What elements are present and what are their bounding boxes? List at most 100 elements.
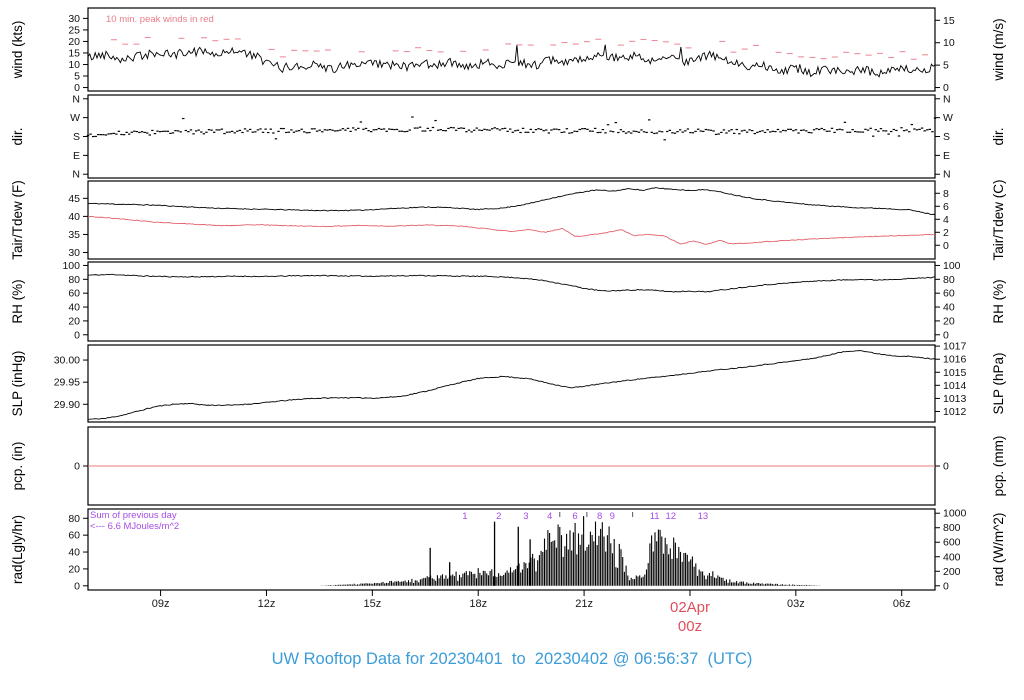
dir-point <box>810 132 813 134</box>
y-tick-label-left: 40 <box>68 211 80 223</box>
axis-label-slp-inhg: SLP (inHg) <box>10 351 25 417</box>
dir-point <box>833 131 836 134</box>
dir-point <box>344 129 347 131</box>
dir-point <box>709 129 713 131</box>
dir-point <box>756 131 759 134</box>
dir-point <box>532 131 535 133</box>
dir-point <box>542 130 545 132</box>
dir-point <box>140 131 144 133</box>
y-tick-label-right: 8 <box>943 188 949 200</box>
dir-point <box>877 130 880 132</box>
y-tick-label-right: 1016 <box>943 354 967 366</box>
dir-point <box>918 128 921 130</box>
dir-point <box>426 127 430 129</box>
dir-point <box>400 130 404 132</box>
dir-point <box>241 131 244 134</box>
dir-point <box>655 132 659 134</box>
dir-point <box>884 130 888 132</box>
dir-point <box>830 127 834 129</box>
dir-point <box>874 129 877 131</box>
dir-point <box>169 132 172 134</box>
dir-point <box>444 130 448 132</box>
dir-point <box>429 129 432 132</box>
dir-point <box>853 130 857 133</box>
dir-point <box>905 129 908 131</box>
dir-point <box>802 129 805 131</box>
dir-point <box>920 127 924 129</box>
y-tick-label-right: 200 <box>943 566 961 578</box>
dir-point <box>648 119 651 121</box>
dir-point <box>148 134 151 136</box>
dir-point <box>151 129 154 132</box>
dir-point <box>779 131 782 133</box>
y-tick-label-left: N <box>72 169 80 181</box>
axis-label-wind-kts: wind (kts) <box>10 21 25 80</box>
dir-point <box>99 134 103 136</box>
dir-point <box>254 131 257 133</box>
dir-point <box>321 131 324 133</box>
dir-point <box>318 129 321 131</box>
dir-point <box>815 128 818 130</box>
y-tick-label-right: 20 <box>943 315 955 327</box>
y-tick-label-right: S <box>943 131 950 143</box>
dir-point <box>872 135 875 137</box>
dir-point <box>696 128 700 130</box>
dir-point <box>797 132 800 134</box>
dir-point <box>225 131 229 133</box>
dir-point <box>681 131 684 133</box>
dir-point <box>462 127 466 129</box>
tair-trace-1 <box>87 215 936 245</box>
dir-point <box>431 126 435 129</box>
y-tick-label-right: 0 <box>943 329 949 341</box>
dir-point <box>279 127 283 130</box>
y-tick-label-right: 1017 <box>943 341 967 353</box>
dir-point <box>176 130 180 132</box>
dir-point <box>642 131 646 133</box>
dir-point <box>187 131 190 133</box>
dir-point <box>776 128 780 131</box>
y-tick-label-left: 20 <box>68 315 80 327</box>
dir-point <box>161 130 164 132</box>
dir-point <box>846 131 849 133</box>
dir-point <box>454 129 458 131</box>
dir-point <box>418 126 422 128</box>
dir-point <box>460 127 463 129</box>
dir-point <box>117 130 121 132</box>
dir-point <box>146 132 149 134</box>
dir-point <box>789 128 793 130</box>
dir-point <box>799 129 803 131</box>
dir-point <box>593 127 597 130</box>
dir-point <box>509 128 512 130</box>
dir-point <box>609 130 612 132</box>
dir-point <box>411 116 414 118</box>
dir-point <box>792 130 795 132</box>
dir-point <box>740 130 744 132</box>
dir-point <box>413 127 417 129</box>
dir-point <box>194 130 198 132</box>
dir-point <box>127 133 131 135</box>
dir-point <box>189 129 193 131</box>
dir-point <box>604 132 607 134</box>
dir-point <box>524 131 527 133</box>
y-tick-label-left: 100 <box>62 260 80 272</box>
dir-point <box>714 133 718 136</box>
dir-point <box>236 130 239 132</box>
dir-point <box>130 131 133 133</box>
dir-point <box>660 131 664 133</box>
dir-point <box>138 131 141 134</box>
dir-point <box>771 130 775 132</box>
dir-point <box>738 133 741 135</box>
dir-point <box>732 132 736 135</box>
dir-point <box>333 130 337 132</box>
y-tick-label-right: 2 <box>943 227 949 239</box>
dir-point <box>246 130 249 132</box>
dir-point <box>769 131 772 133</box>
dir-point <box>465 131 468 133</box>
y-tick-label-left: 80 <box>68 513 80 525</box>
axis-label-rh-right: RH (%) <box>991 279 1006 323</box>
dir-point <box>684 130 687 132</box>
dir-point <box>575 130 579 133</box>
y-tick-label-left: 30 <box>68 247 80 259</box>
